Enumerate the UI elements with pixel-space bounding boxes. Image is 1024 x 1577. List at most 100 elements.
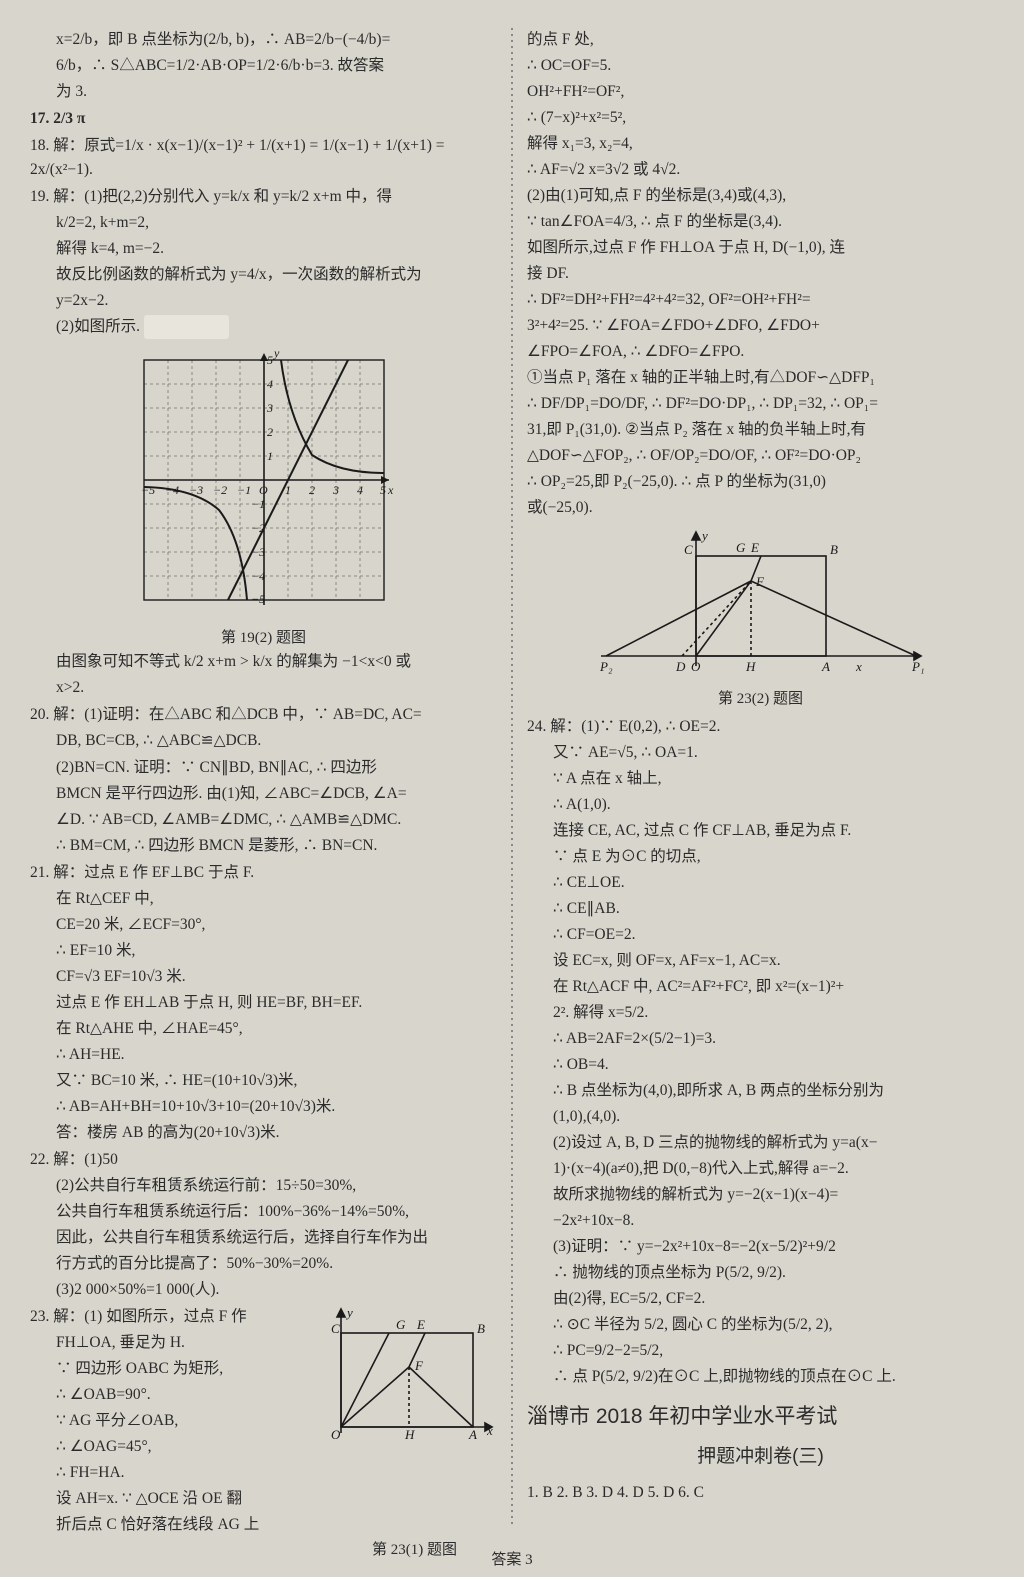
svg-text:E: E bbox=[750, 540, 759, 555]
q17: 17. 2/3 π bbox=[30, 110, 85, 127]
text-line: 因此，公共自行车租赁系统运行后，选择自行车作为出 bbox=[30, 1226, 497, 1250]
text-line: 解得 k=4, m=−2. bbox=[30, 237, 497, 261]
text-line: (3)2 000×50%=1 000(人). bbox=[30, 1278, 497, 1302]
q22-line: 22. 解：(1)50 bbox=[30, 1148, 497, 1172]
svg-text:B: B bbox=[830, 542, 838, 557]
text-line: ∵ tan∠FOA=4/3, ∴ 点 F 的坐标是(3,4). bbox=[527, 210, 994, 234]
svg-text:O: O bbox=[691, 659, 701, 674]
smudge: xxxxxxxxxxx bbox=[144, 315, 229, 339]
text-line: ∴ (7−x)²+x²=5², bbox=[527, 106, 994, 130]
text-line: 在 Rt△CEF 中, bbox=[30, 887, 497, 911]
figure-23-2-caption: 第 23(2) 题图 bbox=[527, 688, 994, 711]
text-line: 1)·(x−4)(a≠0),把 D(0,−8)代入上式,解得 a=−2. bbox=[527, 1157, 994, 1181]
text-line: (2)公共自行车租赁系统运行前：15÷50=30%, bbox=[30, 1174, 497, 1198]
text-line: 又∵ BC=10 米, ∴ HE=(10+10√3)米, bbox=[30, 1069, 497, 1093]
text-line: (2)由(1)可知,点 F 的坐标是(3,4)或(4,3), bbox=[527, 184, 994, 208]
text-line: (2)设过 A, B, D 三点的抛物线的解析式为 y=a(x− bbox=[527, 1131, 994, 1155]
text-line: 连接 CE, AC, 过点 C 作 CF⊥AB, 垂足为点 F. bbox=[527, 819, 994, 843]
q23-block: OA xy CB EG FH 23. 解：(1) 如图所示，过点 F 作 FH⊥… bbox=[30, 1305, 497, 1562]
text-line: 由(2)得, EC=5/2, CF=2. bbox=[527, 1287, 994, 1311]
text-line: BMCN 是平行四边形. 由(1)知, ∠ABC=∠DCB, ∠A= bbox=[30, 782, 497, 806]
text-line: 设 EC=x, 则 OF=x, AF=x−1, AC=x. bbox=[527, 949, 994, 973]
svg-text:−2: −2 bbox=[213, 483, 227, 497]
text-line: ∴ CE⊥OE. bbox=[527, 871, 994, 895]
svg-text:H: H bbox=[745, 659, 756, 674]
text-line: 折后点 C 恰好落在线段 AG 上 bbox=[30, 1513, 497, 1537]
text-line: 31,即 P₁(31,0). ②当点 P₂ 落在 x 轴的负半轴上时,有 bbox=[527, 418, 994, 442]
text-line: x>2. bbox=[30, 676, 497, 700]
svg-text:C: C bbox=[331, 1321, 340, 1336]
svg-text:P₁: P₁ bbox=[911, 659, 924, 674]
text-line: ∴ FH=HA. bbox=[30, 1461, 497, 1485]
text-line: 又∵ AE=√5, ∴ OA=1. bbox=[527, 741, 994, 765]
text-line: CF=√3 EF=10√3 米. bbox=[30, 965, 497, 989]
svg-text:−5: −5 bbox=[251, 592, 265, 606]
figure-23-1: OA xy CB EG FH bbox=[317, 1305, 497, 1455]
mc-answers: 1. B 2. B 3. D 4. D 5. D 6. C bbox=[527, 1481, 994, 1505]
svg-text:y: y bbox=[273, 346, 280, 360]
text-line: 在 Rt△AHE 中, ∠HAE=45°, bbox=[30, 1017, 497, 1041]
svg-text:5: 5 bbox=[267, 353, 273, 367]
svg-text:O: O bbox=[259, 483, 268, 497]
svg-text:G: G bbox=[396, 1317, 406, 1332]
text-line: (2)如图所示. xxxxxxxxxxx bbox=[30, 315, 497, 339]
svg-text:E: E bbox=[416, 1317, 425, 1332]
svg-text:2: 2 bbox=[309, 483, 315, 497]
text-line: 为 3. bbox=[30, 80, 497, 104]
right-column: 的点 F 处, ∴ OC=OF=5. OH²+FH²=OF², ∴ (7−x)²… bbox=[527, 28, 994, 1528]
svg-text:y: y bbox=[700, 528, 708, 543]
text-line: 如图所示,过点 F 作 FH⊥OA 于点 H, D(−1,0), 连 bbox=[527, 236, 994, 260]
text-line: 行方式的百分比提高了：50%−30%=20%. bbox=[30, 1252, 497, 1276]
text-line: 2². 解得 x=5/2. bbox=[527, 1001, 994, 1025]
svg-text:−5: −5 bbox=[141, 483, 155, 497]
text-line: 故反比例函数的解析式为 y=4/x，一次函数的解析式为 bbox=[30, 263, 497, 287]
svg-text:3: 3 bbox=[332, 483, 339, 497]
text-line: ∴ OC=OF=5. bbox=[527, 54, 994, 78]
text-line: (2)BN=CN. 证明：∵ CN∥BD, BN∥AC, ∴ 四边形 bbox=[30, 756, 497, 780]
text-line: ①当点 P₁ 落在 x 轴的正半轴上时,有△DOF∽△DFP₁ bbox=[527, 366, 994, 390]
svg-text:4: 4 bbox=[267, 377, 273, 391]
text-line: ∴ DF²=DH²+FH²=4²+4²=32, OF²=OH²+FH²= bbox=[527, 288, 994, 312]
text-line: ∴ ⊙C 半径为 5/2, 圆心 C 的坐标为(5/2, 2), bbox=[527, 1313, 994, 1337]
figure-23-2: P₂DO HA xP₁ y CB GE F bbox=[596, 526, 926, 686]
page-footer: 答案 3 bbox=[0, 1548, 1024, 1569]
text-line: ∴ AH=HE. bbox=[30, 1043, 497, 1067]
text-line: ∴ EF=10 米, bbox=[30, 939, 497, 963]
text-line: 3²+4²=25. ∵ ∠FOA=∠FDO+∠DFO, ∠FDO+ bbox=[527, 314, 994, 338]
text-line: (1,0),(4,0). bbox=[527, 1105, 994, 1129]
text-line: 的点 F 处, bbox=[527, 28, 994, 52]
svg-text:C: C bbox=[684, 542, 693, 557]
text-line: 答：楼房 AB 的高为(20+10√3)米. bbox=[30, 1121, 497, 1145]
text-line: ∴ AF=√2 x=3√2 或 4√2. bbox=[527, 158, 994, 182]
text-line: y=2x−2. bbox=[30, 289, 497, 313]
q19-line: 19. 解：(1)把(2,2)分别代入 y=k/x 和 y=k/2 x+m 中，… bbox=[30, 185, 497, 209]
text-line: 过点 E 作 EH⊥AB 于点 H, 则 HE=BF, BH=EF. bbox=[30, 991, 497, 1015]
text-line: ∴ DF/DP₁=DO/DF, ∴ DF²=DO·DP₁, ∴ DP₁=32, … bbox=[527, 392, 994, 416]
text-line: ∴ AB=AH+BH=10+10√3+10=(20+10√3)米. bbox=[30, 1095, 497, 1119]
text-line: 故所求抛物线的解析式为 y=−2(x−1)(x−4)= bbox=[527, 1183, 994, 1207]
svg-text:A: A bbox=[468, 1427, 477, 1442]
text-line: 公共自行车租赁系统运行后：100%−36%−14%=50%, bbox=[30, 1200, 497, 1224]
text-line: k/2=2, k+m=2, bbox=[30, 211, 497, 235]
svg-text:x: x bbox=[486, 1423, 493, 1438]
svg-text:−4: −4 bbox=[251, 569, 265, 583]
text-line: ∠D. ∵ AB=CD, ∠AMB=∠DMC, ∴ △AMB≌△DMC. bbox=[30, 808, 497, 832]
text-line: DB, BC=CB, ∴ △ABC≌△DCB. bbox=[30, 729, 497, 753]
figure-19-2-caption: 第 19(2) 题图 bbox=[30, 627, 497, 650]
svg-text:A: A bbox=[821, 659, 830, 674]
svg-text:B: B bbox=[477, 1321, 485, 1336]
section-title: 淄博市 2018 年初中学业水平考试 bbox=[527, 1401, 994, 1434]
q24-line: 24. 解：(1)∵ E(0,2), ∴ OE=2. bbox=[527, 715, 994, 739]
text-line: OH²+FH²=OF², bbox=[527, 80, 994, 104]
text-line: x=2/b，即 B 点坐标为(2/b, b)，∴ AB=2/b−(−4/b)= bbox=[30, 28, 497, 52]
text-line: ∴ CE∥AB. bbox=[527, 897, 994, 921]
svg-text:G: G bbox=[736, 540, 746, 555]
text-line: ∴ CF=OE=2. bbox=[527, 923, 994, 947]
text-line: ∵ 点 E 为⊙C 的切点, bbox=[527, 845, 994, 869]
svg-text:F: F bbox=[755, 574, 765, 589]
text-line: 6/b，∴ S△ABC=1/2·AB·OP=1/2·6/b·b=3. 故答案 bbox=[30, 54, 497, 78]
text-line: ∴ B 点坐标为(4,0),即所求 A, B 两点的坐标分别为 bbox=[527, 1079, 994, 1103]
text-span: y=2x−2. bbox=[56, 292, 108, 309]
text-line: ∠FPO=∠FOA, ∴ ∠DFO=∠FPO. bbox=[527, 340, 994, 364]
figure-19-2: −5−4−3 −2−1O 123 45 543 21 −1−2−3 −4−5 y… bbox=[134, 345, 394, 625]
